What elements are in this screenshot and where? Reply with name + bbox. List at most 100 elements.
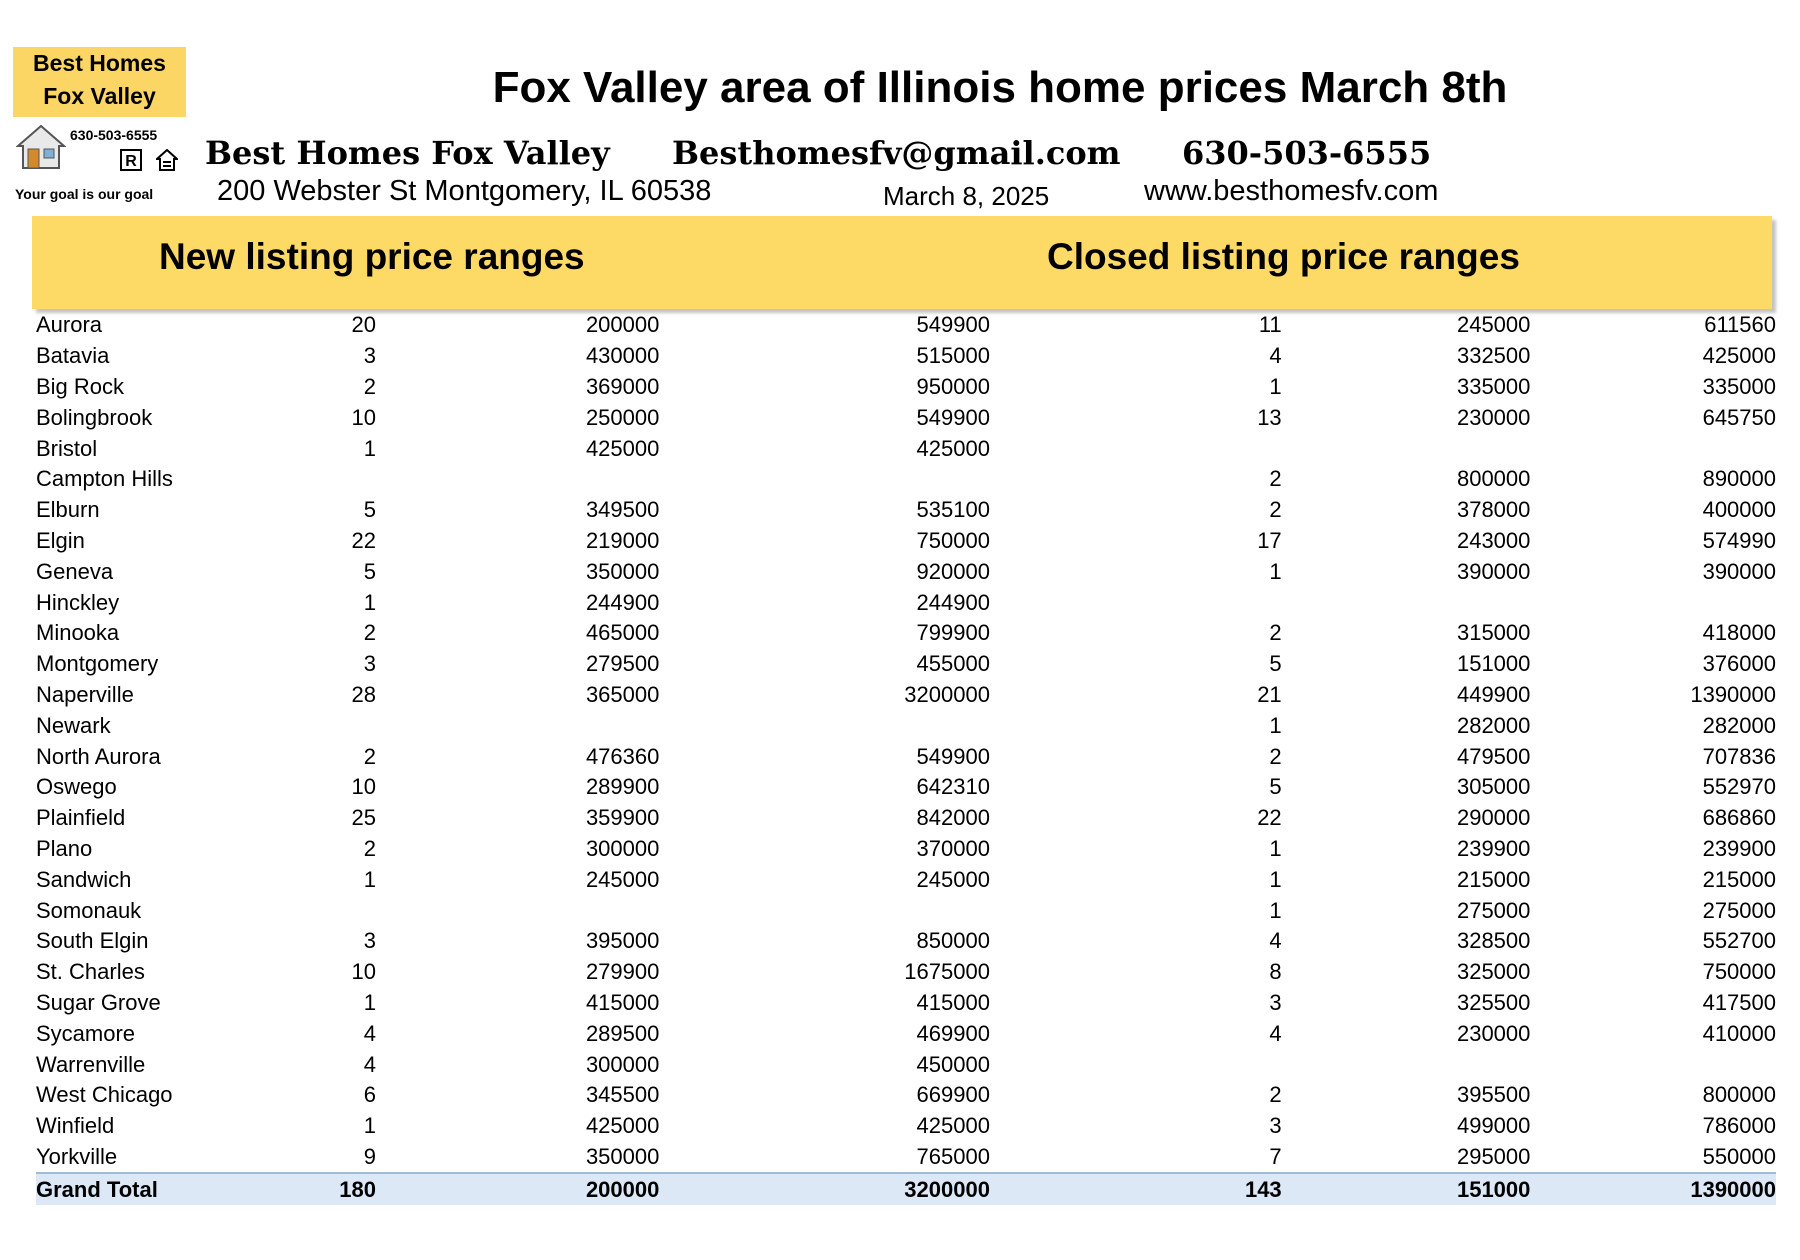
closed-count-cell: 7 [1269, 1143, 1282, 1169]
new-max-price-cell: 842000 [916, 805, 990, 831]
email-link[interactable]: Besthomesfv@gmail.com [672, 134, 1121, 172]
table-row: Oswego 10 289900 642310 5 305000 552970 [36, 772, 1776, 803]
new-count-cell: 2 [363, 743, 377, 769]
new-min-price-cell: 279900 [585, 959, 660, 985]
logo: Best Homes Fox Valley [13, 47, 186, 117]
website-link[interactable]: www.besthomesfv.com [1144, 175, 1439, 207]
table-row: Somonauk 1 275000 275000 [36, 895, 1776, 926]
closed-count-cell: 4 [1269, 928, 1282, 954]
address: 200 Webster St Montgomery, IL 60538 [217, 175, 712, 207]
new-min-price-cell: 350000 [585, 1143, 660, 1169]
table-row: Naperville 28 365000 3200000 21 449900 1390000 [36, 680, 1776, 711]
new-min-price-cell [376, 895, 659, 926]
closed-count-cell: 2 [1269, 497, 1282, 523]
city-cell: Batavia [36, 343, 110, 369]
closed-min-price-cell: 245000 [1456, 312, 1531, 338]
new-max-price-cell: 549900 [916, 312, 990, 338]
new-min-price-cell: 415000 [585, 989, 660, 1015]
new-count-cell: 10 [351, 404, 377, 430]
closed-listing-heading: Closed listing price ranges [1047, 236, 1520, 277]
closed-min-price-cell: 325500 [1456, 989, 1531, 1015]
svg-text:R: R [125, 153, 137, 170]
new-min-price-cell: 365000 [585, 681, 660, 707]
closed-max-price-cell [1530, 433, 1776, 464]
new-min-price-cell: 300000 [585, 1051, 660, 1077]
price-table-body: Aurora 20 200000 549900 11 245000 611560 Batavi… [36, 310, 1776, 1206]
new-max-price-cell: 415000 [916, 989, 990, 1015]
city-cell: Yorkville [36, 1143, 118, 1169]
closed-min-price-cell: 449900 [1456, 681, 1531, 707]
new-count-cell: 1 [363, 589, 377, 615]
new-max-price-cell [659, 710, 990, 741]
new-min-price-cell: 359900 [585, 805, 660, 831]
section-header-band [32, 216, 1772, 309]
page-title: Fox Valley area of Illinois home prices … [492, 63, 1508, 112]
table-row: Winfield 1 425000 425000 3 499000 786000 [36, 1111, 1776, 1142]
closed-count-cell: 2 [1269, 620, 1282, 646]
new-count-cell: 3 [363, 343, 377, 369]
city-cell: North Aurora [36, 743, 161, 769]
price-table: Aurora 20 200000 549900 11 245000 611560 Batavi… [36, 310, 1776, 1206]
table-row: Sugar Grove 1 415000 415000 3 325500 417500 [36, 988, 1776, 1019]
logo-phone: 630-503-6555 [70, 127, 158, 143]
logo-line-2: Fox Valley [43, 83, 156, 109]
equal-housing-icon [156, 149, 178, 171]
new-min-price-cell: 345500 [585, 1082, 660, 1108]
closed-count-cell: 1 [1269, 897, 1282, 923]
closed-min-price-cell: 282000 [1456, 712, 1531, 738]
closed-count-cell: 5 [1269, 774, 1282, 800]
new-count-cell: 180 [272, 1172, 377, 1206]
city-cell: Sandwich [36, 866, 132, 892]
closed-count-cell: 4 [1269, 1020, 1282, 1046]
new-min-price-cell: 430000 [585, 343, 660, 369]
new-count-cell: 1 [363, 435, 377, 461]
closed-max-price-cell: 750000 [1702, 959, 1776, 985]
table-row: North Aurora 2 476360 549900 2 479500 707836 [36, 741, 1776, 772]
table-row: Warrenville 4 300000 450000 [36, 1049, 1776, 1080]
new-max-price-cell: 245000 [916, 866, 990, 892]
new-min-price-cell: 244900 [585, 589, 660, 615]
closed-min-price-cell: 230000 [1456, 404, 1531, 430]
table-row: Bristol 1 425000 425000 [36, 433, 1776, 464]
closed-max-price-cell: 552700 [1702, 928, 1776, 954]
phone-number: 630-503-6555 [1182, 134, 1432, 172]
city-cell: Newark [36, 712, 111, 738]
new-max-price-cell: 450000 [916, 1051, 990, 1077]
new-max-price-cell: 669900 [916, 1082, 990, 1108]
new-min-price-cell: 200000 [585, 312, 660, 338]
closed-max-price-cell: 215000 [1702, 866, 1776, 892]
closed-max-price-cell: 417500 [1702, 989, 1776, 1015]
new-max-price-cell: 3200000 [904, 681, 990, 707]
closed-max-price-cell: 275000 [1702, 897, 1776, 923]
new-count-cell [272, 464, 376, 495]
new-count-cell: 2 [363, 373, 377, 399]
closed-count-cell: 4 [1269, 343, 1282, 369]
closed-min-price-cell: 239900 [1456, 835, 1531, 861]
closed-min-price-cell: 479500 [1456, 743, 1531, 769]
new-max-price-cell: 1675000 [904, 959, 990, 985]
closed-max-price-cell [1530, 1049, 1776, 1080]
closed-min-price-cell: 499000 [1456, 1113, 1531, 1139]
city-cell: Warrenville [36, 1051, 146, 1077]
closed-count-cell: 1 [1269, 373, 1282, 399]
logo-line-1: Best Homes [33, 50, 166, 76]
table-row: Hinckley 1 244900 244900 [36, 587, 1776, 618]
closed-min-price-cell: 800000 [1456, 466, 1531, 492]
table-row: Elgin 22 219000 750000 17 243000 574990 [36, 526, 1776, 557]
new-max-price-cell: 3200000 [659, 1172, 990, 1206]
closed-min-price-cell [1282, 587, 1531, 618]
closed-min-price-cell: 305000 [1456, 774, 1531, 800]
new-count-cell: 5 [363, 497, 377, 523]
closed-max-price-cell: 786000 [1702, 1113, 1776, 1139]
new-max-price-cell: 642310 [916, 774, 990, 800]
closed-min-price-cell: 315000 [1456, 620, 1531, 646]
new-count-cell: 25 [351, 805, 377, 831]
new-max-price-cell: 425000 [916, 1113, 990, 1139]
new-min-price-cell [376, 464, 659, 495]
new-max-price-cell: 920000 [916, 558, 990, 584]
closed-count-cell: 143 [989, 1172, 1282, 1206]
closed-min-price-cell: 243000 [1456, 527, 1531, 553]
new-count-cell: 2 [363, 835, 377, 861]
new-min-price-cell: 425000 [585, 1113, 660, 1139]
table-row: Aurora 20 200000 549900 11 245000 611560 [36, 310, 1776, 341]
